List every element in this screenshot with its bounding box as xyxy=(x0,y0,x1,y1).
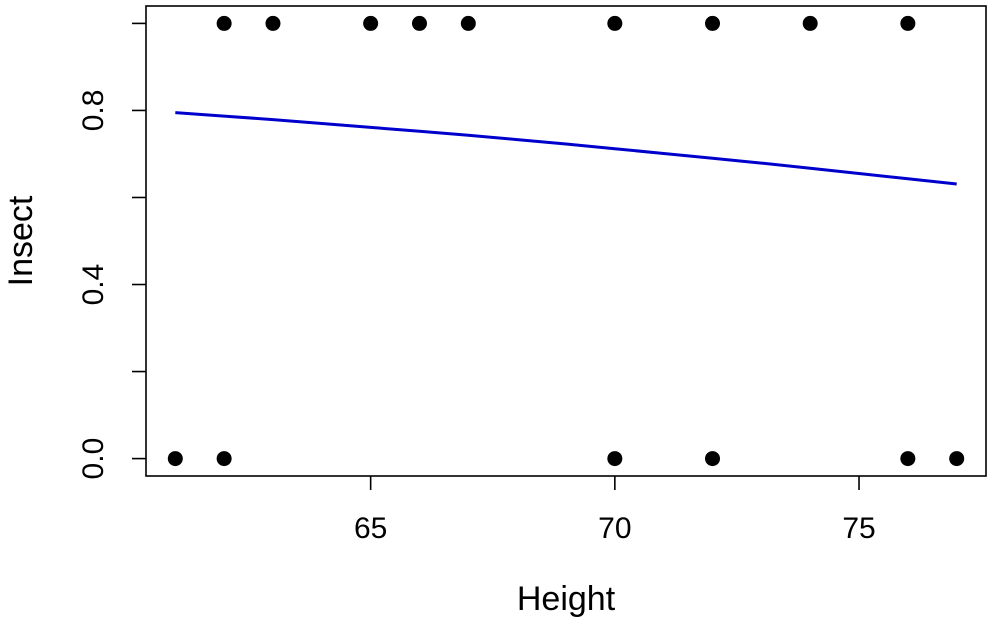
data-point xyxy=(607,451,623,467)
data-point xyxy=(363,15,379,31)
plot-frame xyxy=(145,5,987,477)
y-tick-label: 0.0 xyxy=(77,438,110,480)
data-point xyxy=(460,15,476,31)
y-axis: 0.0 0.4 0.8 xyxy=(77,22,146,480)
data-point xyxy=(216,15,232,31)
data-point xyxy=(705,15,721,31)
y-tick-label: 0.8 xyxy=(77,90,110,132)
x-tick-label: 65 xyxy=(354,512,387,545)
data-point xyxy=(216,451,232,467)
data-point xyxy=(949,451,965,467)
plot-area xyxy=(167,15,965,467)
data-point xyxy=(900,451,916,467)
fitted-curve xyxy=(175,111,957,186)
x-axis: 65 70 75 xyxy=(354,476,876,545)
x-tick-label: 70 xyxy=(598,512,631,545)
x-tick-label: 75 xyxy=(842,512,875,545)
data-point xyxy=(607,15,623,31)
x-axis-title: Height xyxy=(517,580,616,618)
data-point xyxy=(802,15,818,31)
data-point xyxy=(265,15,281,31)
data-point xyxy=(167,451,183,467)
data-point xyxy=(411,15,427,31)
data-point xyxy=(900,15,916,31)
y-axis-title: Insect xyxy=(2,195,40,286)
y-tick-label: 0.4 xyxy=(77,264,110,306)
data-point xyxy=(705,451,721,467)
